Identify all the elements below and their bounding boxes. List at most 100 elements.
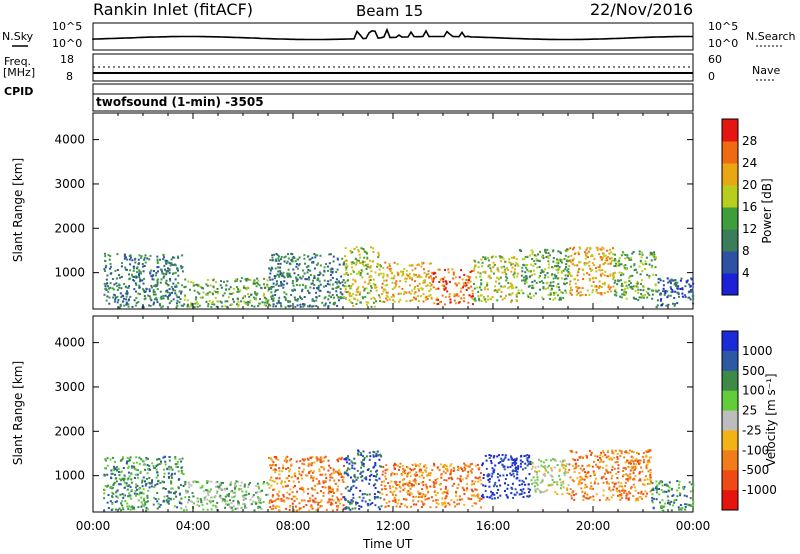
velocity-cell — [526, 495, 529, 498]
power-cell — [313, 277, 316, 280]
velocity-cell — [692, 504, 695, 507]
power-cell — [535, 254, 538, 257]
velocity-cell — [282, 485, 285, 488]
velocity-cell — [476, 463, 479, 466]
velocity-cell — [471, 505, 474, 507]
velocity-cell — [146, 496, 149, 499]
power-cell — [529, 270, 532, 273]
power-cell — [600, 257, 603, 260]
power-cell — [628, 280, 631, 282]
power-cell — [219, 300, 222, 303]
power-cell — [467, 287, 470, 289]
power-cell — [511, 292, 514, 295]
velocity-cell — [579, 482, 582, 485]
power-cell — [564, 289, 567, 292]
power-cell — [311, 299, 314, 302]
power-cell — [565, 277, 568, 280]
velocity-cell — [640, 466, 643, 469]
velocity-cell — [278, 490, 281, 493]
velocity-cell — [628, 490, 630, 493]
velocity-cell — [188, 483, 191, 486]
power-cell — [296, 267, 299, 270]
velocity-cell — [653, 497, 656, 500]
power-cell — [271, 254, 274, 257]
power-cell — [382, 276, 384, 279]
power-cell — [125, 295, 128, 298]
power-cell — [118, 283, 121, 286]
power-cell — [216, 291, 219, 293]
power-cell — [156, 301, 159, 304]
velocity-cell — [584, 486, 587, 489]
velocity-cell — [210, 508, 213, 511]
power-cell — [487, 257, 490, 259]
power-cell — [397, 272, 400, 275]
velocity-cell — [455, 495, 457, 498]
power-colorbar-tick-label: 8 — [742, 244, 750, 258]
velocity-cell — [501, 464, 504, 467]
velocity-cell — [317, 507, 320, 510]
velocity-cell — [285, 461, 288, 464]
power-cell — [477, 261, 480, 264]
velocity-cell — [688, 481, 691, 484]
velocity-cell — [542, 465, 545, 468]
velocity-cell — [135, 494, 137, 497]
power-cell — [282, 283, 285, 286]
power-cell — [552, 257, 555, 260]
power-cell — [290, 294, 293, 296]
velocity-cell — [354, 507, 357, 510]
velocity-cell — [580, 482, 583, 485]
velocity-cell — [170, 476, 173, 479]
velocity-cell — [398, 481, 401, 484]
power-cell — [275, 280, 278, 283]
power-cell — [273, 275, 276, 277]
velocity-cell — [553, 458, 556, 461]
velocity-cell — [167, 476, 170, 478]
power-cell — [370, 275, 373, 278]
power-cell — [623, 292, 626, 295]
velocity-cell — [461, 469, 464, 472]
power-cell — [296, 304, 299, 307]
velocity-cell — [309, 497, 312, 500]
velocity-cell — [534, 479, 537, 482]
power-cell — [624, 254, 627, 256]
power-cell — [292, 268, 295, 271]
velocity-cell — [677, 486, 680, 489]
power-cell — [377, 273, 380, 276]
power-cell — [167, 269, 170, 272]
power-cell — [629, 275, 632, 278]
power-cell — [672, 279, 675, 282]
power-cell — [340, 275, 343, 278]
velocity-cell — [257, 497, 260, 500]
power-cell — [639, 259, 642, 262]
power-cell — [609, 262, 612, 265]
power-cell — [233, 300, 235, 303]
power-cell — [308, 258, 311, 261]
power-cell — [557, 271, 560, 274]
power-cell — [577, 271, 580, 274]
velocity-cell — [630, 459, 633, 462]
velocity-cell — [548, 483, 551, 486]
velocity-cell — [278, 467, 281, 470]
power-cell — [386, 274, 389, 276]
velocity-cell — [629, 473, 632, 476]
velocity-cell — [332, 470, 335, 473]
power-cell — [614, 253, 616, 256]
velocity-cell — [283, 459, 286, 462]
power-cell — [277, 262, 280, 265]
velocity-cell — [288, 509, 291, 511]
power-cell — [120, 287, 123, 290]
velocity-cell — [625, 451, 628, 454]
velocity-cell — [429, 474, 432, 477]
power-cell — [357, 286, 360, 289]
velocity-cell — [394, 481, 397, 484]
velocity-cell — [296, 509, 298, 512]
velocity-cell — [516, 473, 519, 476]
power-cell — [292, 255, 295, 258]
velocity-cell — [332, 488, 334, 491]
velocity-cell — [598, 499, 601, 502]
velocity-cell — [434, 482, 437, 485]
velocity-cell — [559, 487, 562, 490]
velocity-cell — [441, 502, 444, 504]
power-cell — [455, 294, 458, 297]
power-cell — [487, 265, 490, 268]
